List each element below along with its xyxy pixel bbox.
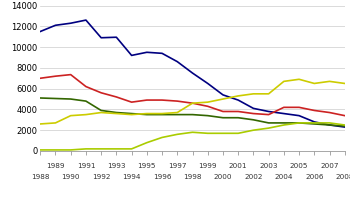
Text: 1992: 1992 bbox=[92, 174, 110, 180]
Text: 2003: 2003 bbox=[259, 163, 278, 169]
Text: 1993: 1993 bbox=[107, 163, 126, 169]
Text: 2002: 2002 bbox=[244, 174, 262, 180]
Text: 2006: 2006 bbox=[305, 174, 323, 180]
Text: 2004: 2004 bbox=[275, 174, 293, 180]
Text: 1996: 1996 bbox=[153, 174, 171, 180]
Text: 1991: 1991 bbox=[77, 163, 95, 169]
Text: 1995: 1995 bbox=[138, 163, 156, 169]
Text: 1997: 1997 bbox=[168, 163, 187, 169]
Text: 2001: 2001 bbox=[229, 163, 247, 169]
Text: 1988: 1988 bbox=[31, 174, 49, 180]
Text: 1999: 1999 bbox=[198, 163, 217, 169]
Text: 2000: 2000 bbox=[214, 174, 232, 180]
Text: 2005: 2005 bbox=[290, 163, 308, 169]
Text: 1990: 1990 bbox=[62, 174, 80, 180]
Text: 2007: 2007 bbox=[320, 163, 339, 169]
Text: 1994: 1994 bbox=[122, 174, 141, 180]
Text: 1998: 1998 bbox=[183, 174, 202, 180]
Text: 1989: 1989 bbox=[46, 163, 65, 169]
Text: 2008: 2008 bbox=[336, 174, 350, 180]
